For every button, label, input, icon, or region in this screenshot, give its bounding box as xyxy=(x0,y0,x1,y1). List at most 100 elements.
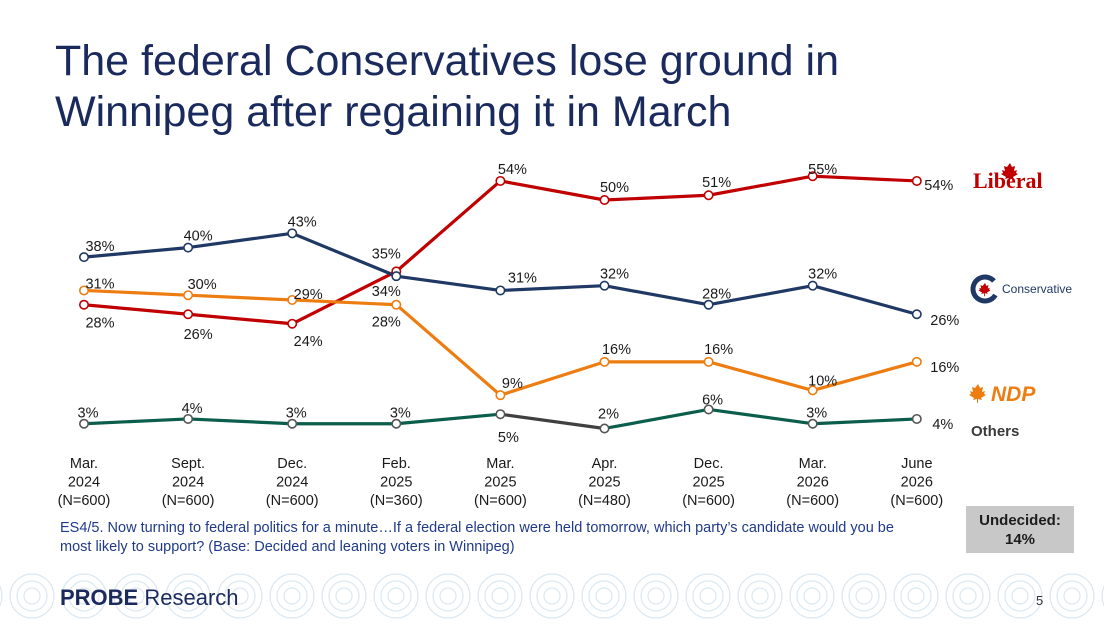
others-data-label: 4% xyxy=(182,401,203,417)
others-data-point xyxy=(496,410,504,418)
others-line-segment xyxy=(605,409,709,428)
conservative-data-label: 31% xyxy=(508,270,537,286)
others-line-segment xyxy=(84,419,188,424)
conservative-data-label: 38% xyxy=(85,239,114,255)
ndp-line-segment xyxy=(709,362,813,391)
undecided-box: Undecided: 14% xyxy=(966,506,1074,553)
x-tick-label: Dec. xyxy=(277,456,307,472)
ndp-data-label: 16% xyxy=(704,342,733,358)
x-tick-label: 2025 xyxy=(588,475,620,491)
conservative-data-label: 32% xyxy=(808,267,837,283)
x-tick-label: (N=600) xyxy=(162,493,215,509)
x-tick-label: 2025 xyxy=(380,475,412,491)
x-tick-label: 2025 xyxy=(692,475,724,491)
others-line-segment xyxy=(188,419,292,424)
liberal-data-label: 35% xyxy=(372,246,401,262)
others-data-label: 3% xyxy=(806,406,827,422)
liberal-data-point xyxy=(496,177,504,185)
ndp-data-point xyxy=(600,358,608,366)
conservative-data-point xyxy=(184,243,192,251)
ndp-data-point xyxy=(913,358,921,366)
x-tick-label: (N=600) xyxy=(682,493,735,509)
x-tick-label: Apr. xyxy=(592,456,618,472)
ndp-data-point xyxy=(496,391,504,399)
others-data-label: 2% xyxy=(598,406,619,422)
series-points xyxy=(80,172,921,433)
x-tick-label: (N=600) xyxy=(474,493,527,509)
undecided-label: Undecided: xyxy=(966,511,1074,530)
brand-logo: PROBE Research xyxy=(60,585,239,611)
x-tick-label: Mar. xyxy=(799,456,827,472)
ndp-line-segment xyxy=(188,295,292,300)
page-number: 5 xyxy=(1036,593,1043,608)
liberal-data-label: 50% xyxy=(600,180,629,196)
ndp-data-label: 29% xyxy=(294,287,323,303)
x-tick-label: Dec. xyxy=(694,456,724,472)
others-line-segment xyxy=(709,409,813,423)
x-tick-label: 2024 xyxy=(276,475,308,491)
ndp-data-label: 16% xyxy=(602,342,631,358)
x-tick-label: June xyxy=(901,456,932,472)
others-data-label: 3% xyxy=(78,406,99,422)
others-data-point xyxy=(913,415,921,423)
x-tick-label: 2026 xyxy=(797,475,829,491)
conservative-data-point xyxy=(288,229,296,237)
conservative-data-point xyxy=(809,281,817,289)
liberal-data-label: 28% xyxy=(85,316,114,332)
ndp-data-label: 28% xyxy=(372,315,401,331)
conservative-line-segment xyxy=(813,286,917,315)
conservative-data-label: 32% xyxy=(600,267,629,283)
liberal-data-point xyxy=(80,301,88,309)
conservative-line-segment xyxy=(396,276,500,290)
liberal-line-segment xyxy=(396,181,500,271)
x-tick-label: Sept. xyxy=(171,456,205,472)
liberal-line-segment xyxy=(500,181,604,200)
x-tick-label: 2025 xyxy=(484,475,516,491)
x-tick-label: Mar. xyxy=(486,456,514,472)
others-line-segment xyxy=(396,414,500,424)
others-label: Others xyxy=(971,423,1019,440)
ndp-logo: NDP xyxy=(969,383,1036,406)
others-line-segment xyxy=(813,419,917,424)
others-data-label: 3% xyxy=(286,406,307,422)
ndp-data-point xyxy=(392,301,400,309)
ndp-line-segment xyxy=(396,305,500,395)
conservative-logo: Conservative xyxy=(969,273,1073,306)
liberal-data-label: 51% xyxy=(702,175,731,191)
ndp-data-label: 31% xyxy=(85,276,114,292)
conservative-data-point xyxy=(913,310,921,318)
maple-leaf-icon xyxy=(979,283,991,296)
conservative-data-label: 28% xyxy=(702,287,731,303)
conservative-data-point xyxy=(600,281,608,289)
liberal-data-label: 26% xyxy=(184,327,213,343)
ndp-data-label: 9% xyxy=(502,376,523,392)
conservative-label: Conservative xyxy=(1002,282,1072,296)
brand-rest: Research xyxy=(138,585,238,610)
ndp-data-label: 16% xyxy=(930,360,959,376)
x-axis-labels: Mar.2024(N=600)Sept.2024(N=600)Dec.2024(… xyxy=(58,456,944,509)
others-line-segment xyxy=(500,414,604,428)
x-tick-label: (N=360) xyxy=(370,493,423,509)
ndp-label: NDP xyxy=(991,383,1036,406)
liberal-data-point xyxy=(288,320,296,328)
maple-leaf-icon xyxy=(969,384,986,403)
liberal-data-label: 54% xyxy=(498,162,527,178)
x-tick-label: 2024 xyxy=(172,475,204,491)
liberal-logo: Liberal xyxy=(973,163,1043,193)
data-labels: 28%26% 24%35%54%50% 51%55%54%38%40%43%34%3… xyxy=(78,162,960,446)
conservative-data-label: 43% xyxy=(288,214,317,230)
liberal-label: Liberal xyxy=(973,168,1043,193)
conservative-data-point xyxy=(392,272,400,280)
x-tick-label: (N=600) xyxy=(786,493,839,509)
liberal-data-label: 24% xyxy=(294,334,323,350)
x-tick-label: (N=480) xyxy=(578,493,631,509)
x-tick-label: (N=600) xyxy=(890,493,943,509)
brand-strong: PROBE xyxy=(60,585,138,610)
conservative-data-point xyxy=(496,286,504,294)
liberal-data-point xyxy=(913,177,921,185)
x-tick-label: (N=600) xyxy=(58,493,111,509)
conservative-data-label: 26% xyxy=(930,313,959,329)
ndp-data-label: 10% xyxy=(808,373,837,389)
others-data-label: 5% xyxy=(498,430,519,446)
ndp-data-label: 30% xyxy=(188,277,217,293)
